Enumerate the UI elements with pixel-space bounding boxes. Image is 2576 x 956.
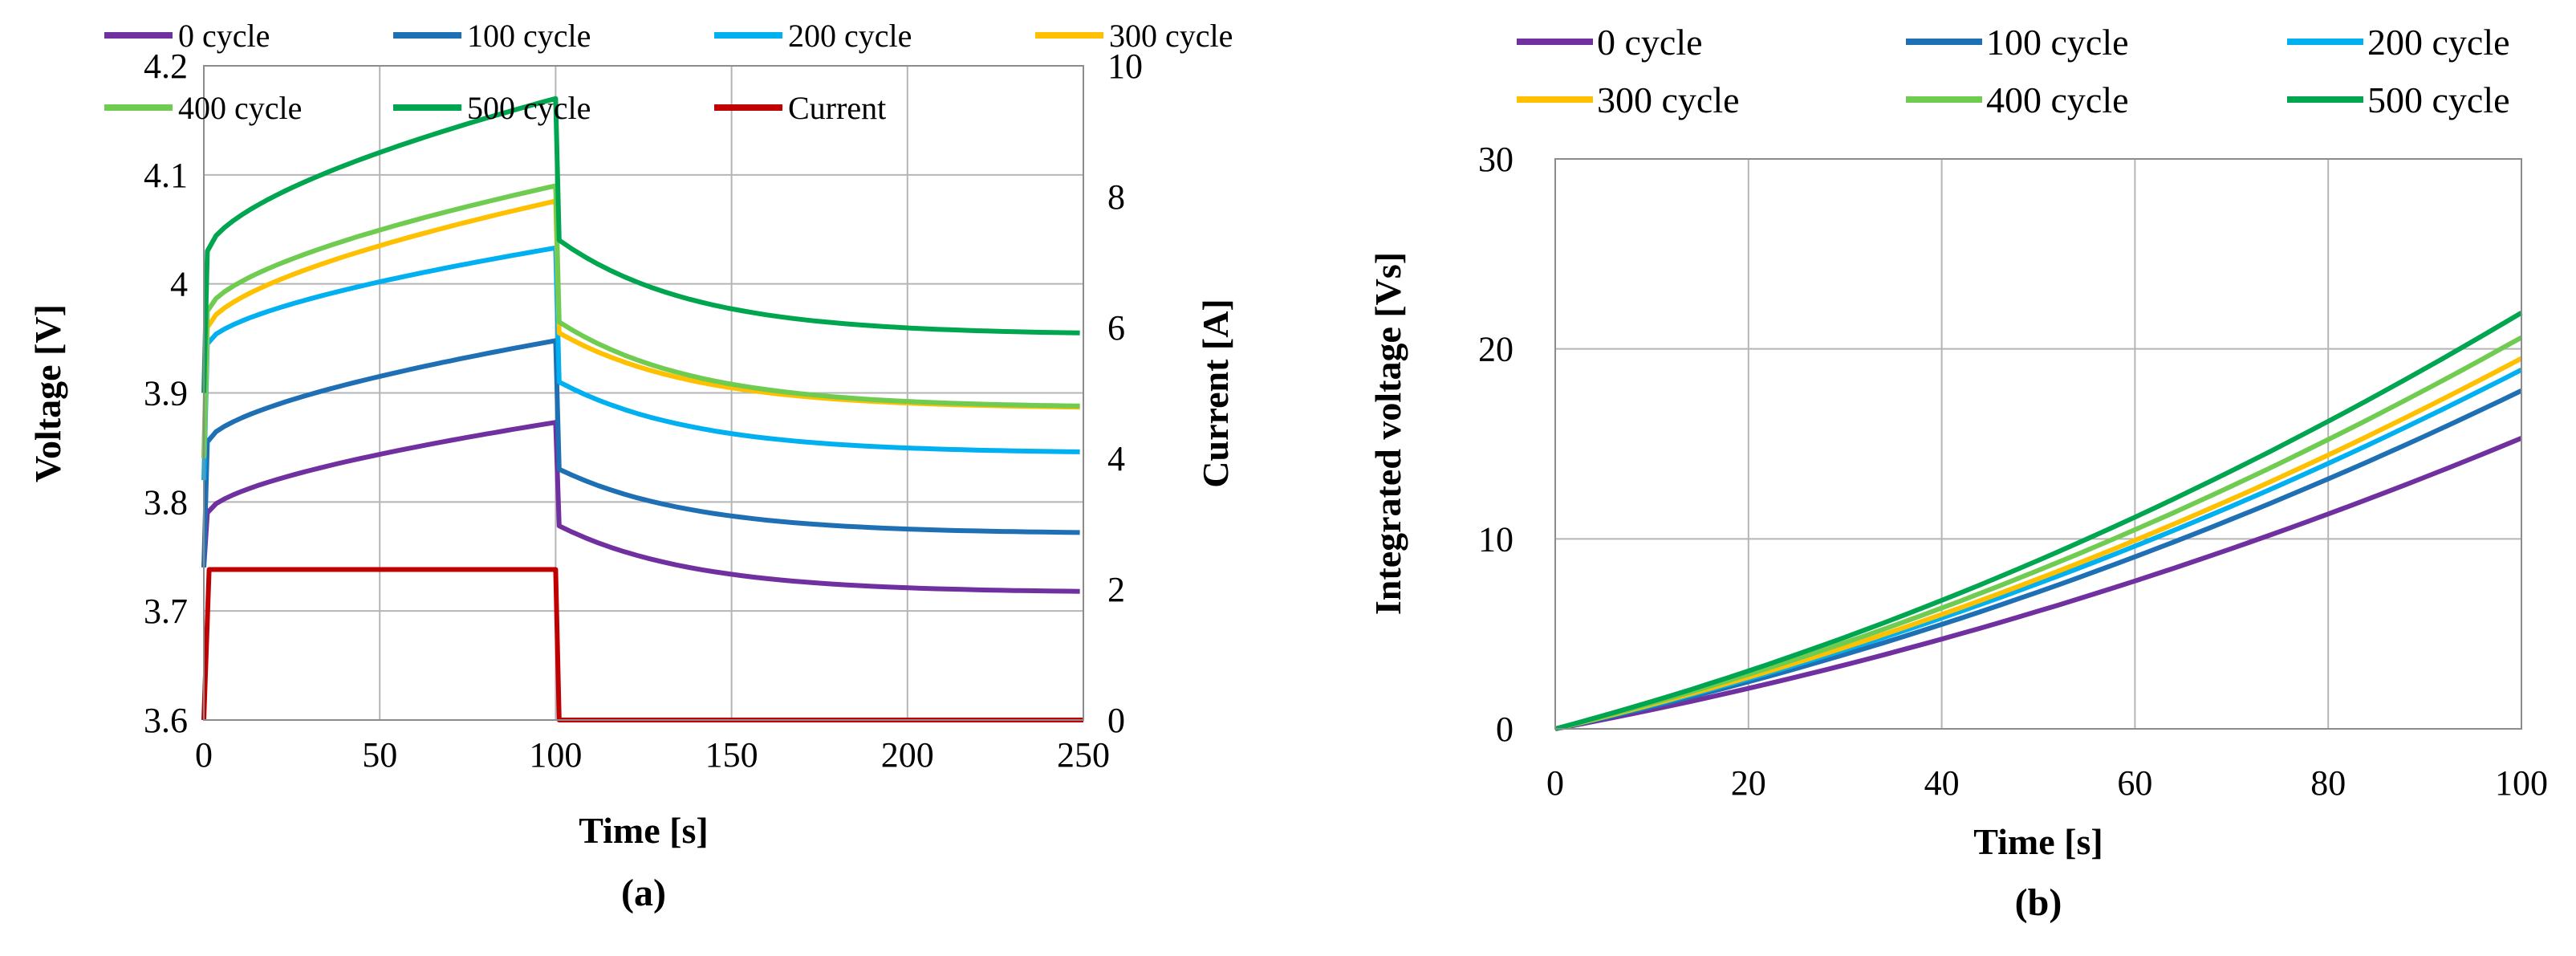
- panel-a-y-tick-label: 3.7: [144, 592, 188, 631]
- panel-b-x-ticks: 0 20 40 60 80 100: [1546, 763, 2548, 803]
- panel-b-y-tick-label: 10: [1478, 519, 1514, 559]
- panel-a-x-tick-label: 0: [195, 735, 213, 775]
- panel-a-x-tick-label: 200: [881, 735, 934, 775]
- panel-b-legend-label-500-cycle: 500 cycle: [2367, 79, 2510, 120]
- panel-a-y2-tick-label: 0: [1107, 701, 1125, 740]
- panel-a-series-line-current: [201, 567, 1083, 722]
- panel-b-x-tick-label: 0: [1546, 763, 1564, 803]
- panel-b-y-ticks: 0 10 20 30: [1478, 140, 1514, 749]
- panel-a-voltage-current: 0 50 100 150 200 250 3.6 3.7 3.8 3.9 4 4.1 4.2 0 2 4 6…: [27, 18, 1236, 914]
- panel-b-x-tick-label: 20: [1731, 763, 1766, 803]
- panel-a-y-tick-label: 4: [170, 265, 188, 304]
- panel-a-y-ticks: 3.6 3.7 3.8 3.9 4 4.1 4.2: [144, 47, 188, 740]
- panel-b-grid: [1554, 158, 2522, 730]
- panel-a-y2-ticks: 0 2 4 6 8 10: [1107, 47, 1143, 740]
- panel-a-series: [201, 96, 1083, 722]
- panel-b-legend-label-100-cycle: 100 cycle: [1986, 22, 2129, 63]
- panel-a-y-tick-label: 4.2: [144, 47, 188, 86]
- panel-b-series-line-500-cycle: [1554, 311, 2523, 731]
- panel-a-label: (a): [621, 872, 666, 914]
- panel-b-y-axis-label: Integrated voltage [Vs]: [1367, 252, 1408, 615]
- panel-b-series-line-0-cycle: [1554, 436, 2523, 731]
- panel-a-series-line-400-cycle: [201, 183, 1080, 459]
- panel-a-grid: [203, 65, 1084, 721]
- panel-b-legend-label-300-cycle: 300 cycle: [1597, 79, 1740, 120]
- panel-a-y-tick-label: 3.9: [144, 374, 188, 413]
- panel-b-x-tick-label: 80: [2310, 763, 2346, 803]
- panel-a-y-tick-label: 3.8: [144, 482, 188, 522]
- panel-a-x-tick-label: 250: [1057, 735, 1110, 775]
- panel-b-y-tick-label: 30: [1478, 140, 1514, 179]
- panel-a-legend-label-current: Current: [788, 90, 886, 126]
- panel-a-y-tick-label: 4.1: [144, 156, 188, 195]
- panel-a-legend-label-0-cycle: 0 cycle: [178, 18, 270, 54]
- panel-a-x-axis-label: Time [s]: [579, 810, 708, 851]
- panel-a-y2-tick-label: 8: [1107, 177, 1125, 217]
- panel-a-legend-label-400-cycle: 400 cycle: [178, 90, 302, 126]
- panel-a-legend: 0 cycle 100 cycle 200 cycle 300 cycle 400 cy…: [104, 18, 1233, 126]
- panel-b-legend: 0 cycle 100 cycle 200 cycle 300 cycle 400 cy…: [1517, 22, 2510, 120]
- panel-b-series-line-200-cycle: [1554, 368, 2523, 731]
- panel-a-legend-label-100-cycle: 100 cycle: [467, 18, 591, 54]
- panel-a-plot-frame: [203, 65, 1084, 721]
- panel-b-y-tick-label: 0: [1496, 710, 1514, 749]
- panel-a-y-axis-label: Voltage [V]: [27, 304, 68, 482]
- panel-a-series-line-100-cycle: [201, 338, 1080, 567]
- panel-a-series-line-500-cycle: [201, 96, 1080, 393]
- panel-a-y2-tick-label: 2: [1107, 570, 1125, 609]
- panel-a-legend-label-500-cycle: 500 cycle: [467, 90, 591, 126]
- panel-a-legend-label-200-cycle: 200 cycle: [788, 18, 912, 54]
- panel-a-x-tick-label: 50: [362, 735, 397, 775]
- panel-b-legend-label-400-cycle: 400 cycle: [1986, 79, 2129, 120]
- panel-b-legend-label-0-cycle: 0 cycle: [1597, 22, 1703, 63]
- panel-b-series-line-400-cycle: [1554, 335, 2523, 731]
- panel-b-y-tick-label: 20: [1478, 330, 1514, 369]
- panel-b-x-tick-label: 100: [2495, 763, 2548, 803]
- panel-b-x-tick-label: 60: [2117, 763, 2152, 803]
- panel-a-x-tick-label: 100: [529, 735, 582, 775]
- panel-b-plot-frame: [1554, 158, 2522, 730]
- panel-a-x-ticks: 0 50 100 150 200 250: [195, 735, 1110, 775]
- panel-a-legend-label-300-cycle: 300 cycle: [1109, 18, 1233, 54]
- panel-b-integrated-voltage: 0 20 40 60 80 100 0 10 20 30 0 cycle 100 cycle 200…: [1367, 22, 2548, 924]
- panel-a-y2-tick-label: 4: [1107, 439, 1125, 478]
- panel-b-label: (b): [2015, 881, 2062, 924]
- panel-a-y2-tick-label: 6: [1107, 308, 1125, 348]
- panel-b-legend-label-200-cycle: 200 cycle: [2367, 22, 2510, 63]
- panel-b-series: [1554, 311, 2523, 731]
- panel-a-y2-axis-label: Current [A]: [1195, 299, 1236, 487]
- panel-a-x-tick-label: 150: [705, 735, 758, 775]
- panel-b-x-tick-label: 40: [1924, 763, 1960, 803]
- panel-a-y-tick-label: 3.6: [144, 701, 188, 740]
- panel-b-x-axis-label: Time [s]: [1973, 821, 2103, 862]
- panel-a-y2-tick-label: 10: [1107, 47, 1143, 86]
